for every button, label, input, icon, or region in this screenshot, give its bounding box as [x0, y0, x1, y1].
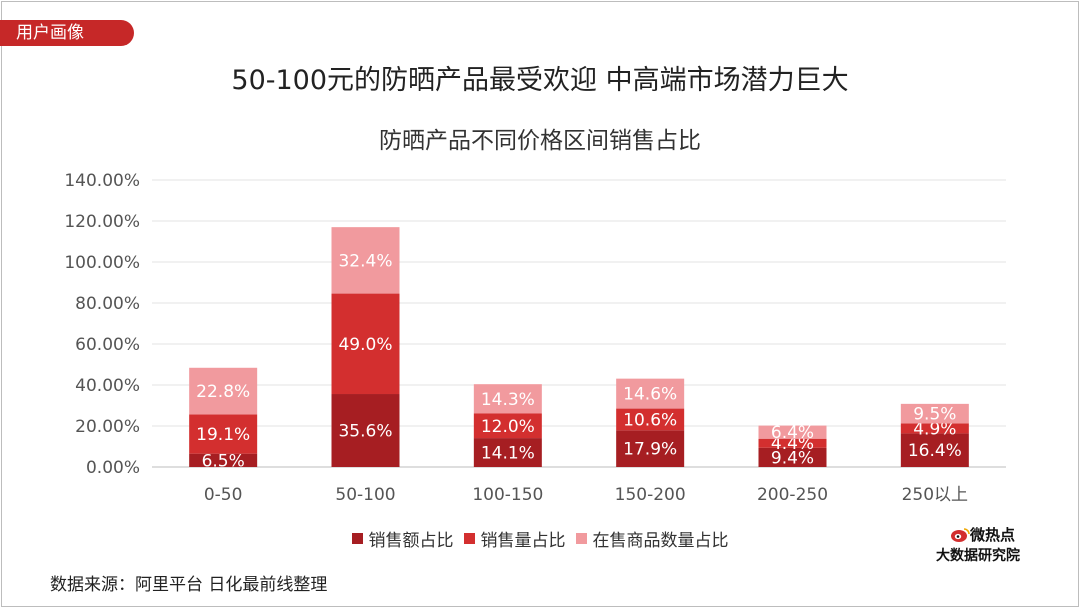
bar-segment — [189, 453, 258, 467]
data-label: 6.4% — [771, 423, 814, 443]
bar-segment — [331, 227, 400, 294]
legend-item-sales-volume: 销售量占比 — [463, 526, 566, 551]
bar-segment — [616, 430, 685, 467]
data-label: 14.6% — [623, 385, 677, 405]
chart-legend: 销售额占比 销售量占比 在售商品数量占比 — [0, 526, 1080, 551]
data-label: 9.4% — [771, 448, 814, 468]
data-label: 22.8% — [196, 382, 250, 402]
bar-segment — [473, 384, 542, 414]
data-label: 17.9% — [623, 440, 677, 460]
legend-label-sales-volume: 销售量占比 — [480, 531, 566, 551]
x-tick-label: 50-100 — [335, 485, 395, 505]
section-tag: 用户画像 — [0, 20, 134, 46]
legend-item-listing-count: 在售商品数量占比 — [575, 526, 729, 551]
x-tick-label: 150-200 — [615, 485, 686, 505]
bar-segment — [473, 438, 542, 467]
data-label: 4.4% — [771, 434, 814, 454]
data-label: 19.1% — [196, 425, 250, 445]
y-tick-label: 80.00% — [75, 294, 140, 314]
bar-segment — [331, 394, 400, 467]
y-tick-label: 100.00% — [64, 253, 140, 273]
bar-segment — [900, 423, 969, 434]
y-tick-label: 20.00% — [75, 417, 140, 437]
chart-title: 防晒产品不同价格区间销售占比 — [379, 128, 701, 154]
bar-segment — [616, 408, 685, 431]
legend-label-listing-count: 在售商品数量占比 — [592, 531, 729, 551]
data-label: 6.5% — [202, 451, 245, 471]
legend-swatch-sales-amount — [351, 533, 363, 544]
data-label: 10.6% — [623, 410, 677, 430]
weibo-eye-icon — [951, 527, 970, 542]
data-label: 49.0% — [338, 335, 392, 355]
bar-segment — [189, 414, 258, 454]
y-tick-label: 0.00% — [86, 458, 140, 478]
legend-item-sales-amount: 销售额占比 — [351, 526, 454, 551]
data-label: 4.9% — [913, 419, 956, 439]
bar-segment — [331, 293, 400, 395]
y-tick-label: 140.00% — [64, 171, 140, 191]
bar-segment — [900, 433, 969, 467]
y-tick-label: 120.00% — [64, 212, 140, 232]
data-label: 35.6% — [338, 422, 392, 442]
x-tick-label: 0-50 — [204, 485, 243, 505]
y-tick-label: 60.00% — [75, 335, 140, 355]
page-headline: 50-100元的防晒产品最受欢迎 中高端市场潜力巨大 — [231, 65, 849, 96]
bar-segment — [900, 403, 969, 424]
data-label: 32.4% — [338, 251, 392, 271]
bar-segment — [473, 413, 542, 439]
data-label: 14.1% — [481, 444, 535, 464]
bar-segment — [189, 367, 258, 415]
bar-segment — [758, 438, 827, 448]
brand-line1: 微热点 — [970, 526, 1016, 544]
bar-segment — [616, 378, 685, 409]
data-label: 12.0% — [481, 417, 535, 437]
x-tick-label: 100-150 — [472, 485, 543, 505]
x-tick-label: 200-250 — [757, 485, 828, 505]
legend-swatch-sales-volume — [463, 533, 475, 544]
data-label: 16.4% — [908, 441, 962, 461]
bar-segment — [758, 447, 827, 467]
legend-swatch-listing-count — [575, 533, 587, 544]
brand-logo: 微热点 大数据研究院 — [936, 524, 1046, 565]
data-source-note: 数据来源：阿里平台 日化最前线整理 — [50, 575, 328, 595]
y-tick-label: 40.00% — [75, 376, 140, 396]
data-label: 9.5% — [913, 405, 956, 425]
brand-line2: 大数据研究院 — [936, 548, 1020, 564]
legend-label-sales-amount: 销售额占比 — [368, 531, 454, 551]
data-label: 14.3% — [481, 390, 535, 410]
bar-segment — [758, 425, 827, 439]
x-tick-label: 250以上 — [902, 485, 968, 505]
